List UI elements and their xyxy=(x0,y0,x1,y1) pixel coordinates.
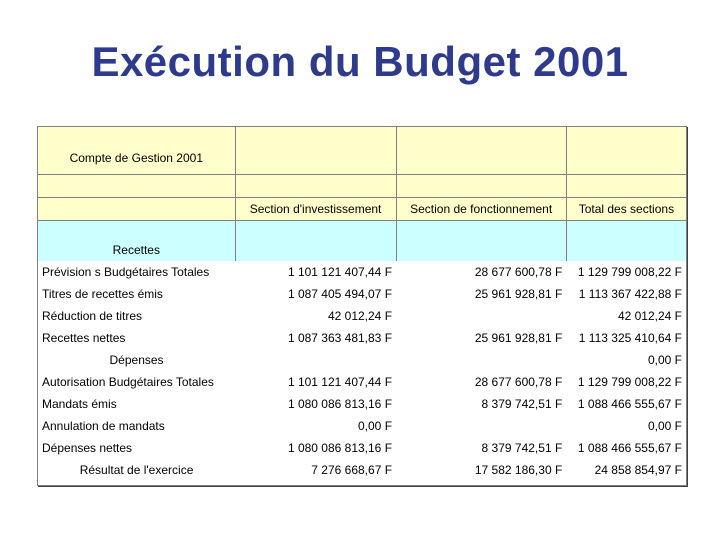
cell-total: 1 113 325 410,64 F xyxy=(578,331,682,345)
row-label: Mandats émis xyxy=(42,397,117,411)
row-label: Réduction de titres xyxy=(42,309,143,323)
row-label: Annulation de mandats xyxy=(42,419,165,433)
table-row: Annulation de mandats 0,00 F 0,00 F xyxy=(38,415,686,437)
cell-fonctionnement: 8 379 742,51 F xyxy=(481,397,563,411)
cell-investissement: 42 012,24 F xyxy=(327,309,393,323)
cell-total: 1 088 466 555,67 F xyxy=(577,397,682,411)
cell-fonctionnement: 17 582 186,30 F xyxy=(474,463,563,477)
page-title: Exécution du Budget 2001 xyxy=(91,38,629,85)
cell-investissement: 1 087 405 494,07 F xyxy=(287,287,393,301)
table-row: Prévision s Budgétaires Totales 1 101 12… xyxy=(38,261,686,283)
column-header-fonctionnement: Section de fonctionnement xyxy=(395,197,567,221)
cell-fonctionnement xyxy=(396,349,566,371)
cell-fonctionnement: 28 677 600,78 F xyxy=(474,375,563,389)
cell-total: 1 088 466 555,67 F xyxy=(577,441,682,455)
cell-fonctionnement: 28 677 600,78 F xyxy=(474,265,563,279)
row-label: Titres de recettes émis xyxy=(42,287,163,301)
cell-fonctionnement: 25 961 928,81 F xyxy=(474,331,563,345)
section-heading-recettes: Recettes xyxy=(112,243,160,257)
table-row: Résultat de l'exercice 7 276 668,67 F 17… xyxy=(38,459,686,481)
table-row: Réduction de titres 42 012,24 F 42 012,2… xyxy=(38,305,686,327)
table-row: Dépenses nettes 1 080 086 813,16 F 8 379… xyxy=(38,437,686,459)
table-caption: Compte de Gestion 2001 xyxy=(38,127,236,175)
row-label: Dépenses nettes xyxy=(42,441,133,455)
cell-total: 42 012,24 F xyxy=(617,309,682,323)
cell-investissement: 1 080 086 813,16 F xyxy=(287,441,393,455)
cell-investissement: 1 101 121 407,44 F xyxy=(287,265,393,279)
cell-fonctionnement: 25 961 928,81 F xyxy=(474,287,563,301)
cell-total: 1 129 799 008,22 F xyxy=(577,375,682,389)
cell-investissement: 1 101 121 407,44 F xyxy=(287,375,393,389)
section-heading-depenses: Dépenses xyxy=(109,353,164,367)
cell-total: 24 858 854,97 F xyxy=(594,463,682,477)
cell-investissement: 7 276 668,67 F xyxy=(311,463,393,477)
cell-fonctionnement xyxy=(396,305,566,327)
row-label: Recettes nettes xyxy=(42,331,126,345)
cell-total: 1 129 799 008,22 F xyxy=(577,265,682,279)
column-header-total: Total des sections xyxy=(565,197,686,221)
cell-investissement: 0,00 F xyxy=(358,419,393,433)
cell-investissement: 1 080 086 813,16 F xyxy=(287,397,393,411)
row-label: Autorisation Budgétaires Totales xyxy=(42,375,214,389)
cell-total: 0,00 F xyxy=(647,419,682,433)
cell-total: 1 113 367 422,88 F xyxy=(578,287,682,301)
table-row: Mandats émis 1 080 086 813,16 F 8 379 74… xyxy=(38,393,686,415)
cell-investissement xyxy=(235,349,396,371)
cell-fonctionnement xyxy=(396,415,566,437)
table-row: Dépenses 0,00 F xyxy=(38,349,686,371)
row-label: Prévision s Budgétaires Totales xyxy=(42,265,210,279)
cell-investissement: 1 087 363 481,83 F xyxy=(287,331,393,345)
row-label-resultat: Résultat de l'exercice xyxy=(79,463,194,477)
budget-table: Compte de Gestion 2001 Section d'investi… xyxy=(37,126,687,486)
table-row: Autorisation Budgétaires Totales 1 101 1… xyxy=(38,371,686,393)
table-row: Titres de recettes émis 1 087 405 494,07… xyxy=(38,283,686,305)
table-row: Recettes nettes 1 087 363 481,83 F 25 96… xyxy=(38,327,686,349)
column-header-investissement: Section d'investissement xyxy=(234,197,397,221)
cell-fonctionnement: 8 379 742,51 F xyxy=(481,441,563,455)
cell-total: 0,00 F xyxy=(647,353,682,367)
